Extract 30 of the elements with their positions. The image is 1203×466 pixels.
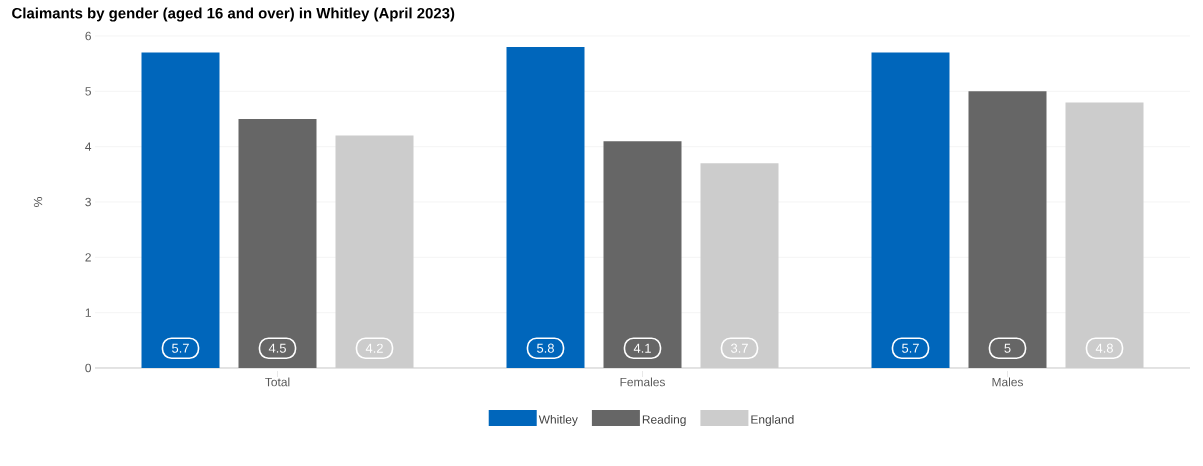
data-label: 4.5	[268, 343, 286, 353]
y-tick-label: 6	[85, 31, 91, 41]
y-tick-label: 4	[85, 142, 92, 151]
bar	[968, 91, 1047, 368]
x-tick-label: Males	[992, 377, 1024, 387]
bar	[506, 47, 585, 368]
y-tick-label: 2	[85, 253, 91, 262]
legend-label: Reading	[642, 414, 686, 427]
bar	[141, 52, 220, 368]
bar	[871, 52, 950, 368]
bar	[335, 135, 414, 368]
bar	[1065, 102, 1144, 368]
y-tick-label: 0	[85, 363, 92, 373]
y-axis-title: %	[33, 197, 43, 207]
data-label: 5.7	[902, 343, 919, 353]
y-tick-label: 5	[85, 87, 91, 96]
x-tick-label: Females	[620, 377, 665, 387]
bar	[238, 119, 317, 368]
y-tick-label: 3	[85, 197, 91, 207]
data-label: 5	[1004, 343, 1011, 353]
data-label: 5.7	[172, 343, 189, 353]
legend-label: England	[751, 414, 794, 427]
bar	[700, 163, 779, 368]
bar	[603, 141, 682, 368]
data-label: 4.1	[633, 343, 651, 353]
y-tick-label: 1	[85, 308, 91, 317]
legend-label: Whitley	[538, 414, 578, 427]
chart-title: Claimants by gender (aged 16 and over) in Whitley (April 2023)	[12, 7, 455, 22]
x-tick-label: Total	[265, 377, 290, 387]
data-label: 5.8	[537, 343, 554, 353]
